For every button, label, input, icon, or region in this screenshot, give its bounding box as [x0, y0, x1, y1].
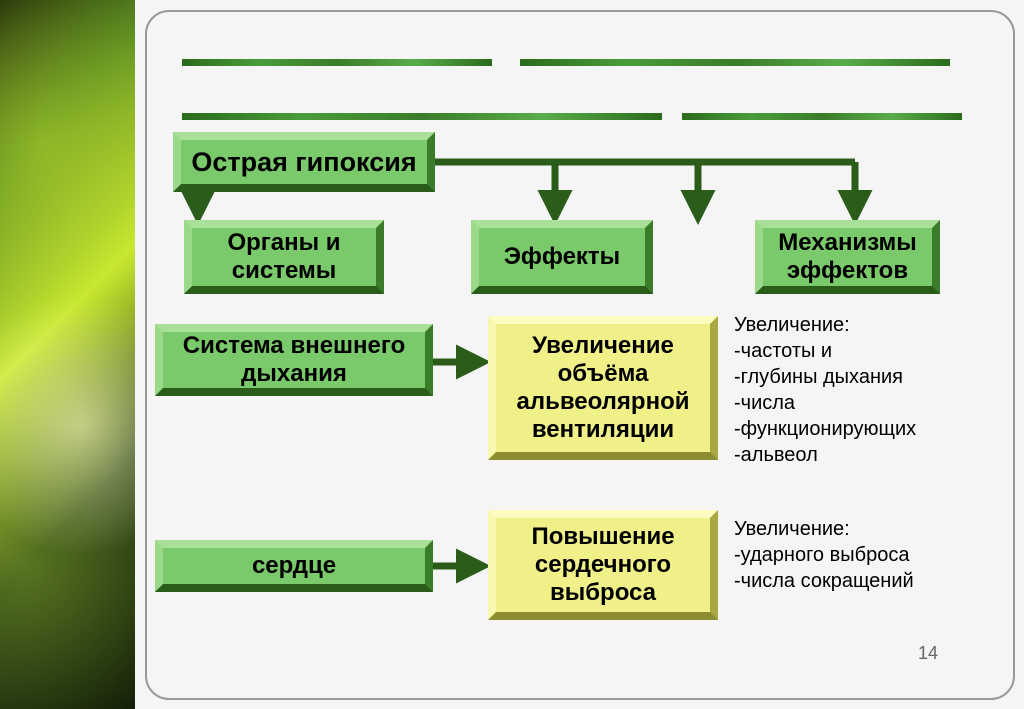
box-cardiac: Повышение сердечного выброса [488, 510, 718, 620]
decorative-bar-0 [182, 59, 492, 66]
decorative-bar-3 [682, 113, 962, 120]
box-effects: Эффекты [471, 220, 653, 294]
textblock-mech_breathing: Увеличение:-частоты и-глубины дыхания-чи… [734, 312, 1014, 468]
box-title: Острая гипоксия [173, 132, 435, 192]
slide-number: 14 [918, 643, 938, 664]
box-heart: сердце [155, 540, 433, 592]
decorative-bar-2 [182, 113, 662, 120]
box-breathing: Система внешнего дыхания [155, 324, 433, 396]
decorative-bar-1 [520, 59, 950, 66]
box-alveolar: Увеличение объёма альвеолярной вентиляци… [488, 316, 718, 460]
textblock-mech_heart: Увеличение:-ударного выброса-числа сокра… [734, 516, 1014, 594]
box-organs: Органы и системы [184, 220, 384, 294]
box-mechanisms: Механизмы эффектов [755, 220, 940, 294]
